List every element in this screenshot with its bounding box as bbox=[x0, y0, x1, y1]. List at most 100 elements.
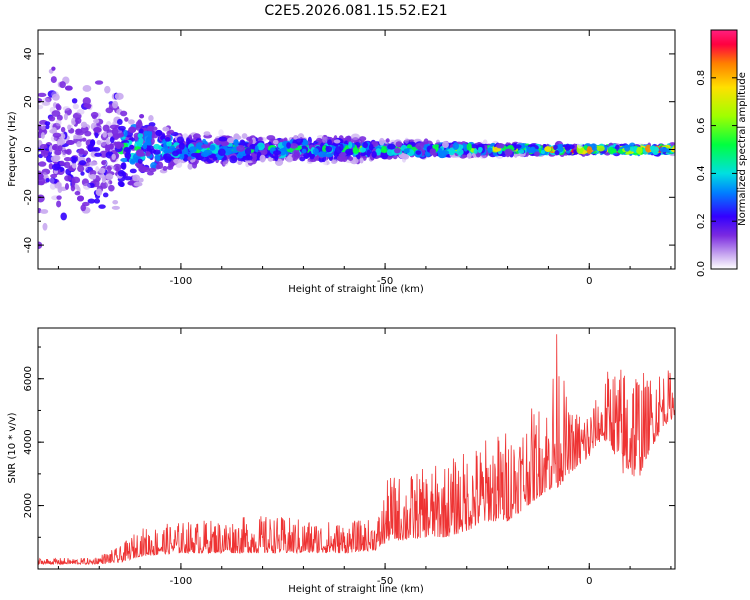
spectrogram-cell bbox=[188, 146, 198, 153]
spectrogram-cell bbox=[192, 133, 201, 140]
spectrogram-cell bbox=[222, 160, 229, 166]
spectrogram-cell bbox=[115, 165, 120, 172]
spectrogram-cell bbox=[57, 145, 63, 152]
spectrogram-cell bbox=[429, 148, 436, 156]
spectrogram-cell bbox=[63, 161, 71, 169]
spectrogram-cell bbox=[322, 145, 327, 153]
spectrogram-cell bbox=[101, 160, 107, 166]
spectrogram-x-tick-label: 0 bbox=[586, 276, 592, 287]
spectrogram-cell bbox=[40, 150, 46, 157]
spectrogram-cell bbox=[118, 125, 126, 131]
spectrogram-cell bbox=[50, 76, 57, 83]
spectrogram-cell bbox=[217, 128, 226, 136]
spectrogram-cell bbox=[45, 123, 50, 130]
spectrogram-cell bbox=[65, 140, 75, 145]
spectrogram-cell bbox=[153, 143, 161, 150]
spectrogram-y-tick-label: -20 bbox=[23, 189, 34, 205]
snr-x-tick-label: 0 bbox=[586, 576, 592, 587]
spectrogram-cell bbox=[217, 148, 226, 156]
spectrogram-cell bbox=[645, 144, 652, 153]
spectrogram-cell bbox=[659, 146, 668, 153]
spectrogram-cell bbox=[74, 190, 81, 196]
spectrogram-cell bbox=[67, 124, 72, 130]
spectrogram-cell bbox=[45, 96, 52, 103]
spectrogram-cell bbox=[479, 154, 487, 159]
spectrogram-cell bbox=[557, 144, 564, 153]
spectrogram-cell bbox=[105, 137, 111, 146]
spectrogram-cell bbox=[148, 115, 154, 122]
spectrogram-cell bbox=[624, 144, 631, 152]
colorbar-label: Normalized spectral amplitude bbox=[737, 72, 748, 226]
spectrogram-cell bbox=[586, 146, 593, 155]
spectrogram-cell bbox=[359, 147, 366, 153]
spectrogram-cell bbox=[86, 157, 91, 164]
spectrogram-cell bbox=[267, 156, 274, 162]
spectrogram-cell bbox=[95, 166, 100, 174]
spectrogram-cell bbox=[54, 149, 62, 156]
spectrogram-cell bbox=[241, 133, 248, 139]
colorbar-tick-label: 0.8 bbox=[696, 70, 707, 86]
spectrogram-cell bbox=[192, 161, 198, 169]
spectrogram-cell bbox=[394, 147, 401, 154]
spectrogram-cell bbox=[77, 195, 85, 202]
spectrogram-cell bbox=[65, 148, 72, 155]
spectrogram-cell bbox=[71, 177, 76, 186]
spectrogram-cell bbox=[101, 175, 106, 184]
spectrogram-cell bbox=[116, 118, 123, 126]
spectrogram-cell bbox=[82, 183, 91, 190]
spectrogram-cell bbox=[554, 149, 560, 156]
spectrogram-cell bbox=[44, 121, 51, 126]
spectrogram-cell bbox=[218, 136, 228, 142]
spectrogram-cell bbox=[65, 85, 73, 91]
spectrogram-cell bbox=[243, 154, 251, 161]
spectrogram-cell bbox=[139, 177, 144, 183]
spectrogram-cell bbox=[129, 160, 136, 165]
spectrogram-cell bbox=[142, 142, 148, 150]
spectrogram-cell bbox=[120, 110, 128, 117]
spectrogram-cell bbox=[50, 155, 60, 163]
spectrogram-cell bbox=[333, 139, 341, 144]
spectrogram-cell bbox=[81, 178, 89, 187]
spectrogram-cell bbox=[380, 148, 387, 153]
spectrogram-cell bbox=[345, 148, 354, 156]
spectrogram-cell bbox=[71, 117, 77, 126]
spectrogram-cell bbox=[564, 145, 570, 150]
spectrogram-cell bbox=[139, 114, 145, 119]
spectrogram-cell bbox=[114, 92, 124, 100]
spectrogram-cell bbox=[59, 81, 66, 89]
spectrogram-cell bbox=[51, 110, 61, 117]
spectrogram-cell bbox=[112, 119, 117, 125]
spectrogram-cell bbox=[526, 147, 535, 154]
spectrogram-cell bbox=[256, 142, 265, 151]
spectrogram-y-tick-label: -40 bbox=[23, 237, 34, 253]
spectrogram-cell bbox=[41, 168, 51, 175]
spectrogram-x-tick-label: -50 bbox=[377, 276, 393, 287]
spectrogram-cell bbox=[63, 156, 72, 162]
spectrogram-cell bbox=[51, 93, 60, 101]
spectrogram-cell bbox=[380, 151, 389, 160]
spectrogram-cell bbox=[249, 144, 256, 150]
spectrogram-cell bbox=[96, 140, 102, 146]
spectrogram-cell bbox=[540, 150, 546, 155]
spectrogram-cell bbox=[137, 132, 144, 139]
spectrogram-cell bbox=[94, 80, 104, 85]
spectrogram-cell bbox=[40, 209, 49, 214]
spectrogram-cell bbox=[279, 148, 287, 156]
spectrogram-cell bbox=[371, 150, 377, 158]
spectrogram-cell bbox=[93, 127, 102, 133]
spectrogram-cell bbox=[45, 177, 50, 183]
spectrogram-cell bbox=[229, 155, 238, 164]
spectrogram-cell bbox=[395, 141, 403, 148]
spectrogram-cell bbox=[147, 125, 154, 132]
spectrogram-cell bbox=[375, 148, 381, 156]
spectrogram-cell bbox=[128, 126, 137, 133]
spectrogram-cell bbox=[359, 157, 364, 164]
spectrogram-cell bbox=[82, 97, 91, 105]
spectrogram-cell bbox=[358, 136, 367, 142]
spectrogram-cell bbox=[95, 188, 103, 197]
spectrogram-cell bbox=[76, 141, 82, 148]
spectrogram-cell bbox=[272, 150, 282, 156]
spectrogram-cell bbox=[178, 142, 185, 150]
spectrogram-cell bbox=[38, 92, 47, 98]
spectrogram-cell bbox=[166, 140, 172, 147]
